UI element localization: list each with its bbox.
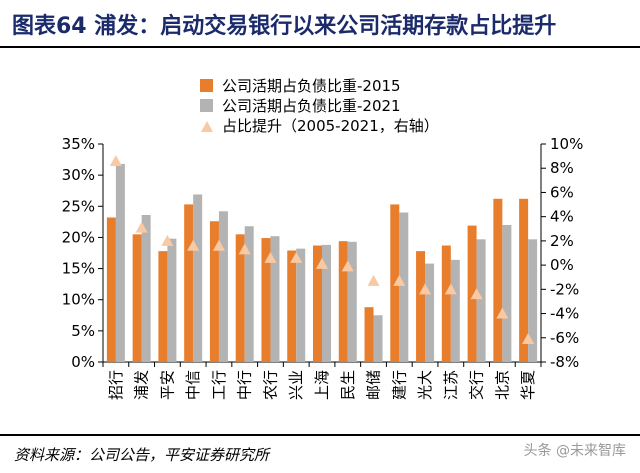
point-increase: [393, 274, 406, 286]
point-increase: [316, 257, 328, 269]
y-right-tick-label: 8%: [550, 159, 574, 177]
source-bar: 资料来源：公司公告，平安证券研究所: [0, 434, 640, 473]
point-increase: [419, 283, 432, 295]
bar-2021: [115, 163, 125, 362]
x-category-label: 招行: [107, 370, 125, 400]
point-increase: [470, 288, 483, 300]
y-left-tick-label: 35%: [62, 135, 95, 153]
bar-2015: [158, 251, 168, 362]
point-increase: [522, 332, 535, 344]
bar-2015: [467, 225, 477, 362]
bar-2015: [106, 217, 116, 362]
x-category-label: 工行: [210, 370, 228, 400]
x-category-label: 兴业: [287, 370, 305, 400]
y-right-tick-label: 6%: [550, 183, 574, 201]
x-category-label: 上海: [313, 370, 331, 400]
bar-2021: [450, 259, 460, 362]
y-left-tick-label: 25%: [62, 197, 95, 215]
bar-2015: [235, 234, 245, 362]
y-right-tick-label: -4%: [550, 305, 579, 323]
y-right-tick-label: -2%: [550, 280, 579, 298]
point-increase: [238, 243, 251, 255]
bar-2021: [167, 238, 177, 362]
legend-marker-square: [200, 99, 213, 112]
point-increase: [135, 221, 148, 233]
y-right-tick-label: 4%: [550, 208, 574, 226]
legend-marker-square: [200, 79, 213, 92]
legend-marker-triangle: [201, 121, 213, 132]
x-category-label: 浦发: [133, 370, 151, 400]
y-right-tick-label: -6%: [550, 329, 579, 347]
source-text: 资料来源：公司公告，平安证券研究所: [14, 446, 270, 464]
y-right-tick-label: 0%: [550, 256, 574, 274]
bar-2015: [519, 198, 529, 362]
point-increase: [290, 251, 303, 263]
y-left-tick-label: 15%: [62, 260, 95, 278]
x-category-label: 交行: [468, 370, 486, 400]
title-bar: 图表64 浦发：启动交易银行以来公司活期存款占比提升: [0, 0, 640, 48]
bar-2021: [296, 248, 306, 362]
x-category-label: 民生: [339, 370, 357, 400]
bar-2015: [261, 238, 271, 362]
point-increase: [367, 274, 380, 286]
point-increase: [161, 234, 174, 246]
watermark-text: 头条 @未来智库: [523, 443, 626, 459]
point-increase: [444, 283, 457, 295]
x-category-label: 光大: [416, 370, 434, 400]
bar-2021: [502, 224, 512, 362]
chart: 公司活期占负债比重-2015 公司活期占负债比重-2021 占比提升（2005-20…: [62, 77, 584, 400]
x-category-label: 农行: [261, 370, 279, 400]
x-category-label: 邮储: [365, 370, 383, 400]
bar-2021: [218, 211, 228, 362]
point-increase: [341, 260, 354, 272]
y-right-tick-label: -8%: [550, 353, 579, 371]
bar-2021: [193, 194, 203, 362]
point-increase: [496, 307, 509, 319]
bar-2015: [493, 198, 503, 362]
x-category-label: 北京: [493, 370, 511, 400]
point-increase: [187, 239, 200, 251]
bar-2021: [322, 244, 331, 362]
y-left-tick-label: 0%: [71, 353, 95, 371]
x-category-label: 平安: [158, 370, 176, 400]
bar-2021: [373, 315, 383, 362]
bar-2015: [184, 204, 194, 362]
y-left-tick-label: 5%: [71, 322, 95, 340]
legend-label: 占比提升（2005-2021，右轴）: [222, 117, 439, 135]
bar-2021: [399, 212, 409, 362]
y-right-tick-label: 2%: [550, 232, 574, 250]
x-category-label: 中信: [184, 370, 202, 400]
y-left-tick-label: 10%: [62, 291, 95, 309]
bar-2015: [132, 234, 142, 362]
bar-2021: [270, 236, 280, 362]
point-increase: [264, 251, 277, 263]
point-increase: [212, 239, 225, 251]
bar-2021: [141, 215, 151, 362]
bar-2021: [347, 241, 357, 362]
bar-2015: [287, 250, 297, 362]
bar-2021: [244, 226, 254, 362]
bar-2021: [528, 239, 538, 362]
x-category-label: 中行: [236, 370, 254, 400]
bar-2015: [364, 307, 374, 362]
page-title: 图表64 浦发：启动交易银行以来公司活期存款占比提升: [12, 14, 557, 39]
y-left-tick-label: 20%: [62, 228, 95, 246]
legend-label: 公司活期占负债比重-2021: [222, 97, 401, 115]
bar-2015: [338, 241, 348, 362]
bar-2015: [313, 245, 322, 362]
y-left-tick-label: 30%: [62, 166, 95, 184]
y-right-tick-label: 10%: [550, 135, 583, 153]
x-category-label: 建行: [390, 370, 408, 400]
bar-2015: [209, 221, 219, 362]
bar-2015: [441, 245, 451, 362]
point-increase: [109, 154, 122, 166]
x-category-label: 华夏: [519, 370, 537, 400]
bar-2021: [425, 263, 435, 362]
bar-2021: [476, 239, 486, 362]
legend-label: 公司活期占负债比重-2015: [222, 77, 401, 95]
bar-2015: [416, 251, 426, 362]
x-category-label: 江苏: [442, 370, 460, 400]
